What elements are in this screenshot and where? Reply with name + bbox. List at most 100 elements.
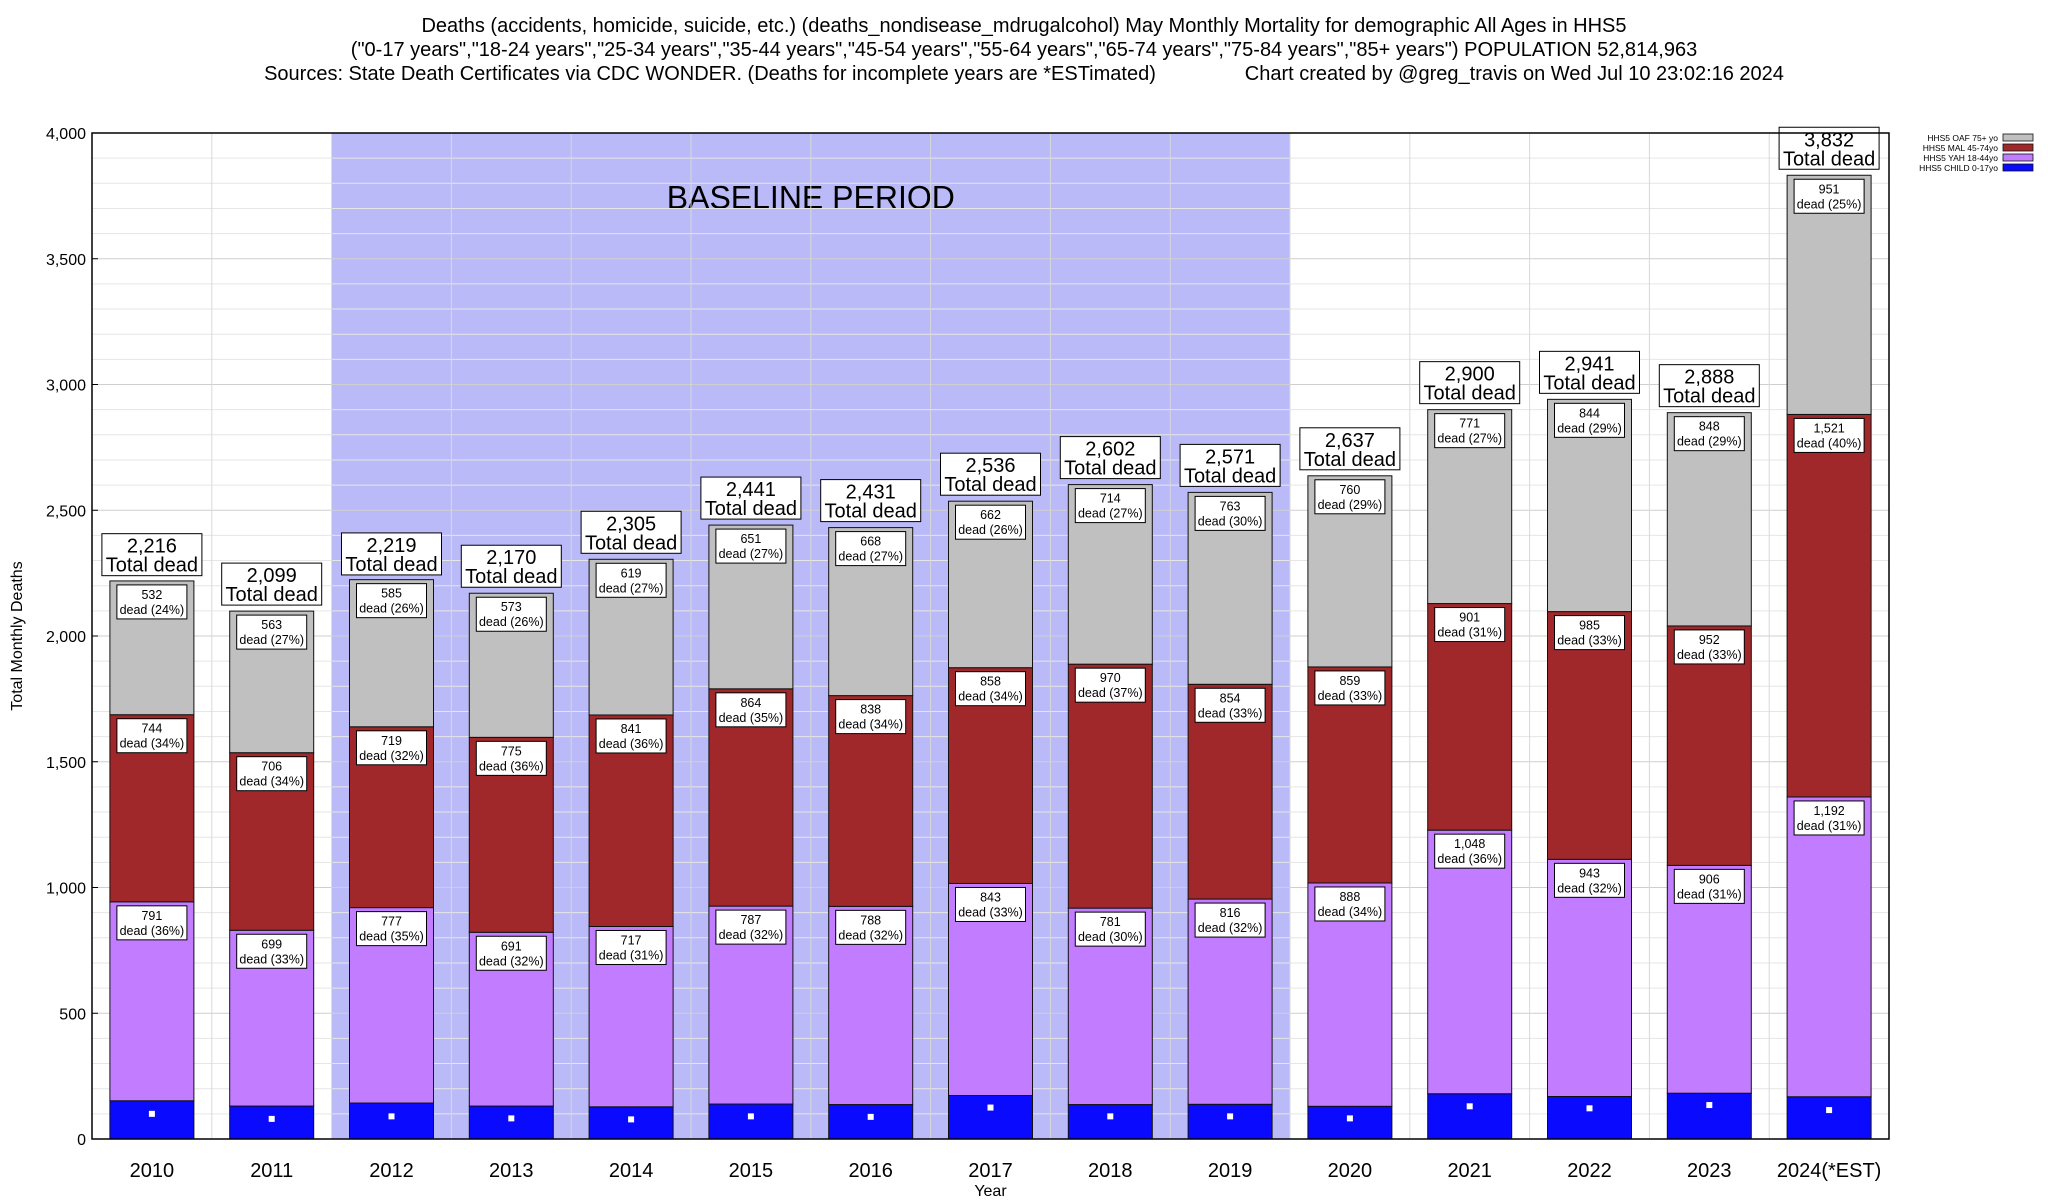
y-tick-label: 2,500 xyxy=(46,503,86,520)
segment-value-label: 1,048 xyxy=(1454,837,1485,851)
x-tick-label: 2022 xyxy=(1567,1160,1612,1182)
segment-value-label: 906 xyxy=(1699,872,1720,886)
segment-percent-label: dead (34%) xyxy=(239,775,304,789)
total-label-box xyxy=(1419,361,1521,405)
segment-value-label: 744 xyxy=(141,722,162,736)
bar-segment xyxy=(708,1103,794,1140)
segment-label-box xyxy=(356,911,427,947)
segment-value-label: 719 xyxy=(381,734,402,748)
bar-segment xyxy=(1786,413,1872,798)
segment-percent-label: dead (24%) xyxy=(120,603,185,617)
bar-segment xyxy=(1307,1105,1393,1140)
segment-value-label: 787 xyxy=(740,913,761,927)
segment-percent-label: dead (30%) xyxy=(1078,930,1143,944)
segment-label-box xyxy=(1434,833,1506,869)
segment-percent-label: dead (34%) xyxy=(1318,905,1383,919)
y-tick-label: 2,000 xyxy=(46,629,86,646)
segment-label-box xyxy=(835,699,907,735)
total-value-label: 2,900 xyxy=(1445,364,1495,386)
segment-value-label: 532 xyxy=(141,588,162,602)
segment-percent-label: dead (29%) xyxy=(1318,498,1383,512)
segment-value-label: 816 xyxy=(1220,906,1241,920)
segment-percent-label: dead (34%) xyxy=(120,737,185,751)
segment-value-label: 717 xyxy=(621,933,642,947)
segment-value-label: 691 xyxy=(501,939,522,953)
segment-label-box xyxy=(595,929,667,965)
legend-swatch xyxy=(2002,143,2034,152)
bar-segment xyxy=(1067,1104,1153,1140)
total-label-box xyxy=(341,532,442,576)
segment-label-box xyxy=(1554,862,1625,898)
segment-percent-label: dead (34%) xyxy=(958,690,1023,704)
bar-segment xyxy=(229,1105,315,1140)
total-suffix-label: Total dead xyxy=(1184,465,1276,487)
bar-segment xyxy=(1547,611,1632,860)
child-marker xyxy=(268,1115,275,1122)
bar-segment xyxy=(1786,796,1872,1098)
total-value-label: 2,099 xyxy=(247,565,297,587)
segment-percent-label: dead (33%) xyxy=(1677,648,1742,662)
y-axis-label: Total Monthly Deaths xyxy=(9,561,26,710)
segment-label-box xyxy=(1314,479,1386,515)
segment-value-label: 952 xyxy=(1699,633,1720,647)
x-tick-label: 2016 xyxy=(848,1160,893,1182)
segment-percent-label: dead (32%) xyxy=(1557,881,1622,895)
bar-segment xyxy=(1547,858,1632,1097)
y-tick-label: 1,500 xyxy=(46,755,86,772)
segment-label-box xyxy=(1673,629,1745,665)
segment-label-box xyxy=(835,531,907,567)
x-tick-label: 2024(*EST) xyxy=(1777,1160,1882,1182)
segment-percent-label: dead (32%) xyxy=(359,749,424,763)
segment-label-box xyxy=(595,718,667,754)
y-tick-label: 500 xyxy=(59,1006,86,1023)
segment-percent-label: dead (33%) xyxy=(958,905,1023,919)
segment-label-box xyxy=(715,909,787,945)
segment-value-label: 619 xyxy=(621,566,642,580)
x-tick-label: 2011 xyxy=(250,1160,293,1182)
segment-label-box xyxy=(1673,868,1745,904)
segment-value-label: 848 xyxy=(1699,420,1720,434)
total-label-box xyxy=(1778,126,1880,170)
total-suffix-label: Total dead xyxy=(1543,372,1635,394)
segment-label-box xyxy=(1194,687,1266,723)
child-marker xyxy=(388,1113,395,1120)
segment-value-label: 699 xyxy=(261,937,282,951)
segment-value-label: 760 xyxy=(1339,483,1360,497)
total-suffix-label: Total dead xyxy=(1064,458,1156,480)
segment-percent-label: dead (27%) xyxy=(838,550,903,564)
total-label-box xyxy=(221,562,323,606)
segment-label-box xyxy=(116,584,188,620)
total-label-box xyxy=(1299,427,1401,471)
child-marker xyxy=(1466,1103,1473,1110)
segment-label-box xyxy=(1314,670,1386,706)
child-marker xyxy=(987,1104,994,1111)
segment-percent-label: dead (29%) xyxy=(1557,421,1622,435)
segment-label-box xyxy=(1673,416,1745,452)
segment-label-box xyxy=(475,935,547,971)
segment-value-label: 951 xyxy=(1819,182,1840,196)
segment-percent-label: dead (33%) xyxy=(1318,689,1383,703)
segment-label-box xyxy=(595,562,667,598)
segment-value-label: 651 xyxy=(740,532,761,546)
x-tick-label: 2021 xyxy=(1447,1160,1492,1182)
bar-segment xyxy=(1547,1095,1632,1140)
segment-value-label: 781 xyxy=(1100,915,1121,929)
total-label-box xyxy=(1658,364,1760,408)
child-marker xyxy=(508,1115,515,1122)
segment-value-label: 843 xyxy=(980,890,1001,904)
segment-label-box xyxy=(1074,667,1146,703)
bar-segment xyxy=(1187,1103,1273,1140)
y-tick-label: 3,500 xyxy=(46,252,86,269)
plot-frame xyxy=(91,132,1890,1140)
x-axis-label: Year xyxy=(974,1183,1007,1200)
bar-segment xyxy=(1666,625,1752,866)
segment-value-label: 714 xyxy=(1100,492,1121,506)
segment-percent-label: dead (32%) xyxy=(838,928,903,942)
segment-percent-label: dead (26%) xyxy=(479,615,544,629)
segment-label-box xyxy=(1194,902,1266,938)
total-suffix-label: Total dead xyxy=(1783,148,1875,170)
total-value-label: 2,216 xyxy=(127,536,177,558)
segment-percent-label: dead (34%) xyxy=(838,718,903,732)
total-suffix-label: Total dead xyxy=(705,498,797,520)
segment-label-box xyxy=(1074,911,1146,947)
